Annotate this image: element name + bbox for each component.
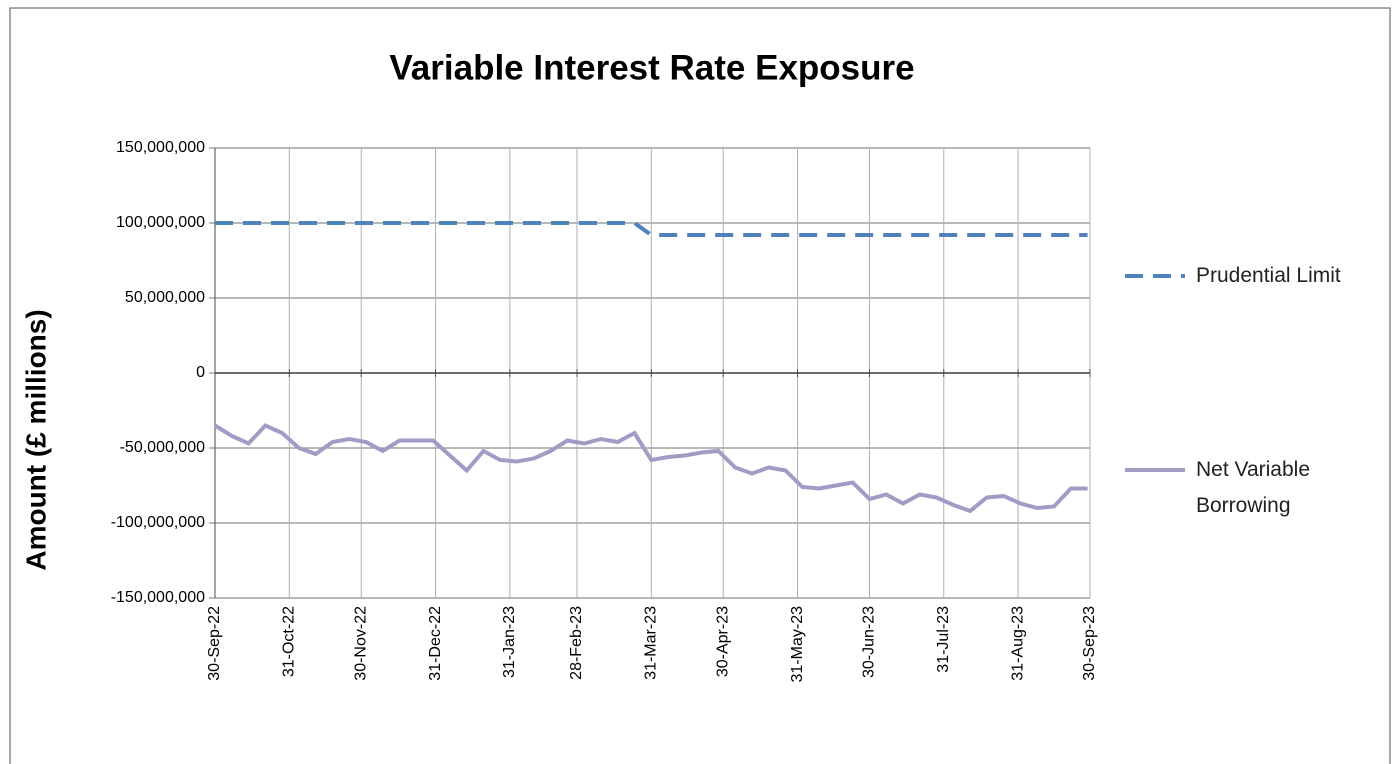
- y-tick-label: 0: [196, 364, 205, 381]
- x-tick-label: 30-Jun-23: [861, 606, 878, 678]
- x-tick-label: 30-Sep-22: [206, 606, 223, 681]
- y-tick-label: 100,000,000: [116, 214, 205, 231]
- series-line: [215, 221, 1088, 237]
- y-tick-label: 150,000,000: [116, 139, 205, 156]
- y-tick-label: 50,000,000: [125, 289, 205, 306]
- x-tick-label: 31-Aug-23: [1009, 606, 1026, 681]
- series-line: [213, 423, 1088, 514]
- x-tick-label: 31-Jul-23: [935, 606, 952, 673]
- x-tick-label: 31-Jan-23: [501, 606, 518, 678]
- x-tick-label: 28-Feb-23: [568, 606, 585, 680]
- chart-frame: [9, 7, 1391, 764]
- y-tick-label: -100,000,000: [111, 514, 205, 531]
- x-tick-label: 30-Nov-22: [352, 606, 369, 681]
- x-tick-label: 30-Apr-23: [714, 606, 731, 677]
- x-tick-label: 31-May-23: [789, 606, 806, 683]
- x-tick-label: 30-Sep-23: [1081, 606, 1098, 681]
- legend-label: Prudential Limit: [1196, 264, 1341, 287]
- x-tick-label: 31-Dec-22: [427, 606, 444, 681]
- x-tick-label: 31-Mar-23: [643, 606, 660, 680]
- legend-label: Net Variable Borrowing: [1196, 458, 1311, 517]
- x-tick-label: 31-Oct-22: [281, 606, 298, 677]
- y-tick-label: -150,000,000: [111, 589, 205, 606]
- chart-title: Variable Interest Rate Exposure: [389, 48, 914, 87]
- y-axis-label: Amount (£ millions): [20, 309, 51, 570]
- y-tick-label: -50,000,000: [120, 439, 206, 456]
